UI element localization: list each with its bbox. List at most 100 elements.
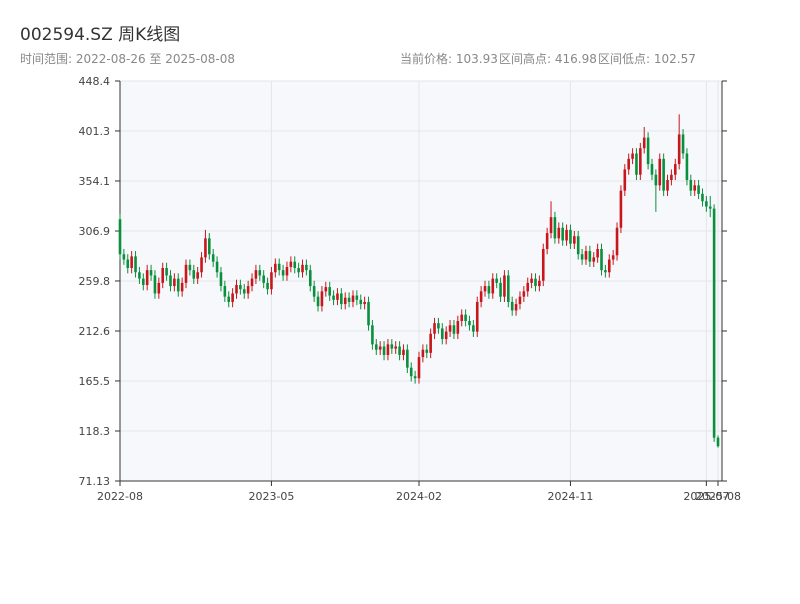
x-tick-label: 2025-07 bbox=[683, 490, 729, 503]
candle-body bbox=[464, 314, 467, 322]
x-tick-label: 2024-02 bbox=[396, 490, 442, 503]
candle-body bbox=[670, 174, 673, 181]
candle-body bbox=[417, 357, 421, 379]
candle-body bbox=[328, 287, 331, 296]
candle-body bbox=[549, 217, 553, 234]
candle-body bbox=[611, 255, 615, 260]
candle-body bbox=[627, 158, 630, 170]
candle-body bbox=[145, 270, 149, 285]
y-tick-label: 118.3 bbox=[79, 425, 111, 438]
candle-body bbox=[406, 349, 409, 368]
candle-body bbox=[607, 259, 611, 273]
candle-body bbox=[374, 344, 378, 350]
candle-body bbox=[394, 346, 398, 349]
candle-body bbox=[705, 201, 708, 207]
candle-body bbox=[293, 261, 297, 269]
y-tick-label: 212.6 bbox=[79, 325, 111, 338]
candle-body bbox=[141, 278, 145, 285]
candle-body bbox=[604, 270, 607, 273]
x-tick-label: 2022-08 bbox=[97, 490, 143, 503]
candle-body bbox=[223, 286, 227, 297]
candle-body bbox=[592, 257, 596, 262]
candle-body bbox=[270, 272, 273, 290]
y-tick-label: 306.9 bbox=[79, 225, 111, 238]
candle-body bbox=[712, 208, 716, 438]
candle-body bbox=[475, 301, 479, 332]
candle-body bbox=[305, 264, 308, 271]
candle-body bbox=[677, 134, 681, 165]
candle-body bbox=[371, 325, 374, 345]
candle-body bbox=[514, 304, 518, 311]
candle-body bbox=[685, 153, 689, 181]
candle-body bbox=[324, 287, 328, 292]
x-tick-label: 2025-08 bbox=[695, 490, 741, 503]
chart-title: 002594.SZ 周K线图 bbox=[20, 25, 180, 45]
candle-body bbox=[176, 278, 180, 292]
candle-body bbox=[623, 169, 627, 191]
candle-body bbox=[452, 325, 456, 334]
candle-body bbox=[320, 291, 324, 307]
candle-body bbox=[301, 264, 304, 273]
candle-body bbox=[262, 275, 265, 283]
candle-body bbox=[479, 291, 483, 302]
candle-body bbox=[557, 227, 561, 239]
candle-body bbox=[130, 256, 133, 269]
candle-body bbox=[503, 275, 506, 297]
candle-body bbox=[596, 248, 599, 258]
candle-body bbox=[347, 297, 351, 302]
candle-body bbox=[281, 270, 285, 276]
candle-body bbox=[242, 289, 246, 294]
candle-body bbox=[448, 325, 452, 332]
candle-body bbox=[138, 272, 141, 279]
candle-body bbox=[472, 325, 475, 332]
candle-body bbox=[204, 238, 207, 258]
candle-body bbox=[580, 254, 584, 260]
candle-body bbox=[254, 270, 258, 279]
candle-body bbox=[211, 254, 215, 262]
candle-body bbox=[507, 275, 510, 302]
candle-body bbox=[650, 164, 654, 175]
candle-body bbox=[510, 301, 514, 311]
candle-body bbox=[165, 268, 168, 276]
candle-body bbox=[378, 346, 382, 350]
candle-body bbox=[534, 278, 537, 287]
candle-body bbox=[336, 293, 339, 300]
candle-body bbox=[615, 227, 619, 256]
candle-body bbox=[169, 275, 172, 287]
candle-body bbox=[340, 293, 343, 305]
candle-body bbox=[231, 293, 234, 302]
candle-body bbox=[398, 346, 401, 355]
candle-body bbox=[386, 344, 390, 355]
candle-body bbox=[569, 229, 572, 244]
candle-body bbox=[518, 296, 522, 305]
candle-body bbox=[250, 278, 254, 287]
candle-body bbox=[565, 229, 568, 241]
candle-body bbox=[215, 261, 219, 273]
candle-body bbox=[716, 437, 720, 447]
y-tick-label: 71.13 bbox=[79, 475, 111, 488]
candle-body bbox=[468, 321, 471, 326]
candle-body bbox=[619, 190, 623, 228]
candle-body bbox=[161, 268, 165, 283]
candle-body bbox=[460, 314, 464, 322]
candle-body bbox=[666, 180, 669, 191]
y-tick-label: 259.8 bbox=[79, 275, 111, 288]
candle-body bbox=[192, 270, 196, 279]
candle-body bbox=[266, 282, 269, 290]
candle-body bbox=[561, 227, 564, 241]
y-tick-label: 165.5 bbox=[79, 375, 111, 388]
candle-body bbox=[553, 217, 557, 239]
candle-body bbox=[149, 270, 153, 276]
candle-body bbox=[118, 219, 122, 255]
candle-body bbox=[701, 193, 704, 202]
candle-body bbox=[332, 295, 335, 300]
candle-body bbox=[538, 280, 541, 287]
candle-body bbox=[421, 349, 425, 358]
candle-body bbox=[437, 323, 440, 329]
candle-body bbox=[184, 264, 188, 283]
candle-body bbox=[545, 233, 549, 249]
stat: 区间低点: 102.57 bbox=[598, 52, 696, 66]
candle-body bbox=[316, 296, 320, 307]
candle-body bbox=[200, 257, 203, 273]
candle-body bbox=[363, 301, 366, 305]
